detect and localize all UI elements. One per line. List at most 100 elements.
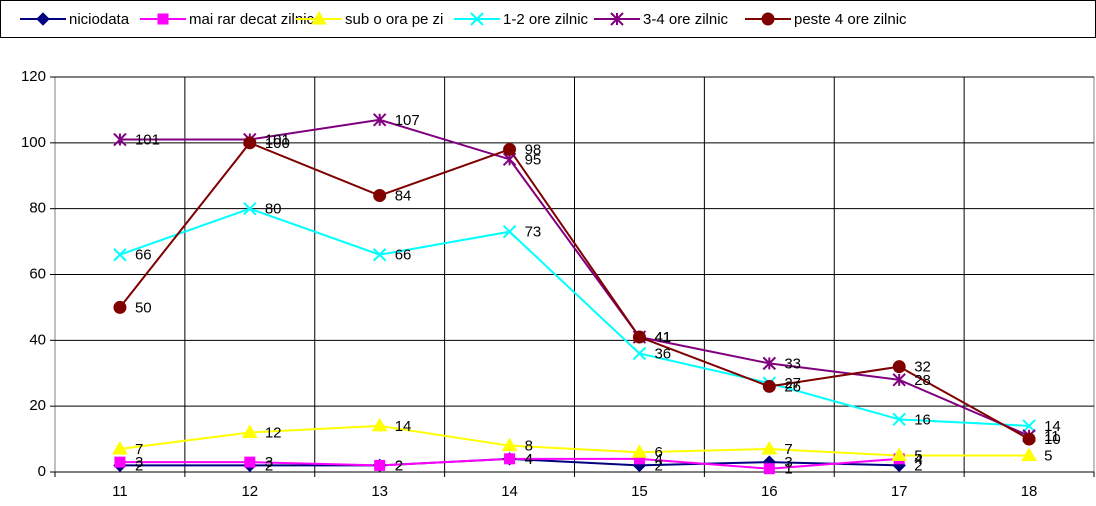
- x-tick-label: 12: [241, 483, 258, 500]
- marker: [372, 248, 387, 262]
- data-label: 84: [395, 187, 412, 204]
- series-line: [119, 118, 1030, 437]
- marker: [610, 12, 624, 26]
- data-label: 4: [654, 451, 662, 468]
- data-label: 73: [525, 224, 542, 241]
- marker: [762, 356, 777, 371]
- series-line: [119, 424, 1030, 457]
- marker: [112, 440, 128, 455]
- marker: [114, 456, 126, 468]
- series-line: [119, 141, 1030, 440]
- data-label: 11: [1044, 428, 1060, 445]
- y-tick-label: 40: [29, 331, 46, 348]
- data-label: 8: [525, 438, 533, 455]
- data-label: 95: [525, 151, 542, 168]
- data-label: 5: [1044, 448, 1052, 465]
- data-label: 32: [914, 359, 931, 376]
- marker: [892, 412, 906, 427]
- marker: [113, 248, 127, 262]
- x-tick-label: 17: [891, 483, 908, 500]
- marker: [1022, 419, 1036, 433]
- data-label: 36: [654, 345, 671, 362]
- x-tick-label: 15: [631, 483, 648, 500]
- data-label: 50: [135, 299, 152, 316]
- data-label: 7: [784, 441, 792, 458]
- legend-item: 3-4 ore zilnic: [594, 11, 729, 28]
- marker: [113, 300, 127, 314]
- data-label: 28: [914, 372, 931, 389]
- marker: [371, 417, 388, 432]
- marker: [502, 225, 517, 239]
- legend-label: sub o ora pe zi: [345, 11, 443, 28]
- marker: [761, 440, 778, 455]
- marker: [36, 12, 50, 26]
- data-label: 80: [265, 201, 282, 218]
- data-label: 12: [265, 424, 282, 441]
- marker: [157, 13, 169, 25]
- data-label: 14: [395, 418, 412, 435]
- marker: [244, 456, 256, 468]
- marker: [632, 330, 646, 344]
- marker: [243, 136, 257, 150]
- x-tick-label: 16: [761, 483, 778, 500]
- legend-item: 1-2 ore zilnic: [454, 11, 589, 28]
- x-tick-label: 13: [371, 483, 388, 500]
- legend-label: 1-2 ore zilnic: [503, 11, 589, 28]
- marker: [311, 11, 327, 25]
- y-tick-label: 100: [21, 134, 46, 151]
- data-label: 2: [135, 457, 143, 474]
- marker: [632, 346, 647, 361]
- x-tick-label: 18: [1021, 483, 1038, 500]
- legend-label: mai rar decat zilnic: [189, 11, 315, 28]
- data-label: 101: [135, 132, 160, 149]
- marker: [470, 12, 484, 26]
- marker: [504, 453, 516, 465]
- marker: [891, 447, 908, 462]
- marker: [372, 113, 387, 127]
- data-label: 16: [914, 411, 931, 428]
- marker: [243, 201, 257, 216]
- data-label: 2: [654, 457, 662, 474]
- marker: [113, 132, 127, 147]
- data-label: 7: [135, 441, 143, 458]
- data-label: 100: [265, 135, 290, 152]
- y-tick-label: 0: [38, 463, 46, 480]
- data-label: 2: [395, 457, 403, 474]
- data-label: 107: [395, 112, 420, 129]
- marker: [503, 142, 517, 156]
- series-line: [119, 207, 1030, 427]
- data-label: 101: [265, 132, 290, 149]
- marker: [892, 373, 906, 387]
- data-label: 14: [1044, 418, 1061, 435]
- marker: [373, 189, 387, 202]
- marker: [892, 360, 906, 374]
- data-label: 26: [784, 378, 801, 395]
- data-label: 1: [784, 461, 792, 478]
- y-tick-label: 120: [21, 68, 46, 85]
- marker: [374, 459, 386, 471]
- data-label: 33: [784, 355, 801, 372]
- marker: [501, 437, 518, 452]
- legend-label: peste 4 ore zilnic: [794, 11, 907, 28]
- y-tick-label: 80: [29, 200, 46, 217]
- x-tick-label: 14: [501, 483, 518, 500]
- data-label: 41: [654, 329, 671, 346]
- legend-item: peste 4 ore zilnic: [745, 11, 907, 28]
- data-label: 3: [135, 454, 143, 471]
- marker: [762, 379, 776, 393]
- data-label: 3: [265, 454, 273, 471]
- data-label: 66: [395, 247, 412, 264]
- marker: [1021, 447, 1037, 462]
- legend-label: niciodata: [69, 11, 130, 28]
- data-label: 5: [914, 448, 922, 465]
- marker: [763, 463, 775, 475]
- marker: [761, 12, 775, 26]
- marker: [631, 444, 648, 458]
- legend-item: mai rar decat zilnic: [140, 11, 315, 28]
- legend-label: 3-4 ore zilnic: [643, 11, 729, 28]
- x-tick-label: 11: [112, 483, 128, 500]
- data-label: 10: [1044, 431, 1061, 448]
- data-label: 2: [395, 457, 403, 474]
- data-label: 6: [654, 444, 662, 461]
